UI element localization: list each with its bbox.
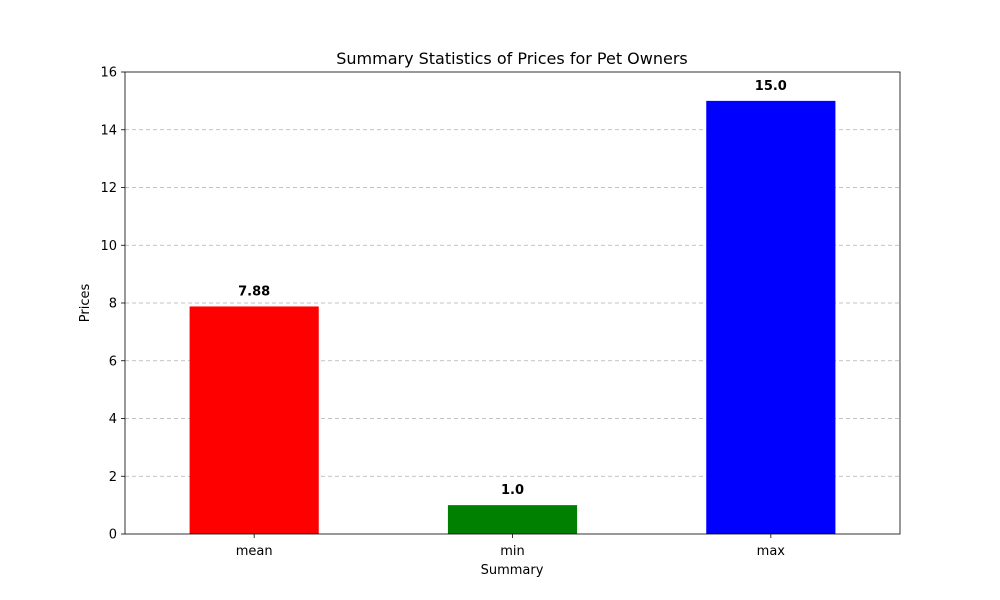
data-labels: 7.88 1.0 15.0 (238, 79, 787, 498)
y-axis-label: Prices (78, 284, 93, 323)
x-axis-ticks: mean min max (236, 534, 786, 559)
y-tick-label: 14 (100, 123, 117, 138)
y-tick-label: 6 (109, 354, 117, 369)
bar-max (706, 100, 836, 534)
y-tick-label: 16 (100, 66, 117, 81)
x-tick-label-max: max (757, 544, 786, 559)
y-tick-label: 12 (100, 181, 117, 196)
y-tick-label: 4 (109, 412, 117, 427)
data-label-mean: 7.88 (238, 284, 270, 299)
bars (189, 100, 836, 534)
x-tick-label-min: min (500, 544, 525, 559)
bar-min (447, 505, 578, 534)
y-tick-label: 8 (109, 297, 117, 312)
y-tick-label: 10 (100, 239, 117, 254)
x-tick-label-mean: mean (236, 544, 273, 559)
data-label-min: 1.0 (501, 483, 524, 498)
x-axis-label: Summary (481, 563, 544, 578)
data-label-max: 15.0 (755, 79, 787, 94)
y-axis-ticks: 0 2 4 6 8 10 12 14 16 (100, 66, 125, 543)
chart-title: Summary Statistics of Prices for Pet Own… (336, 49, 688, 68)
y-tick-label: 0 (109, 528, 117, 543)
y-tick-label: 2 (109, 470, 117, 485)
bar-mean (189, 306, 319, 534)
